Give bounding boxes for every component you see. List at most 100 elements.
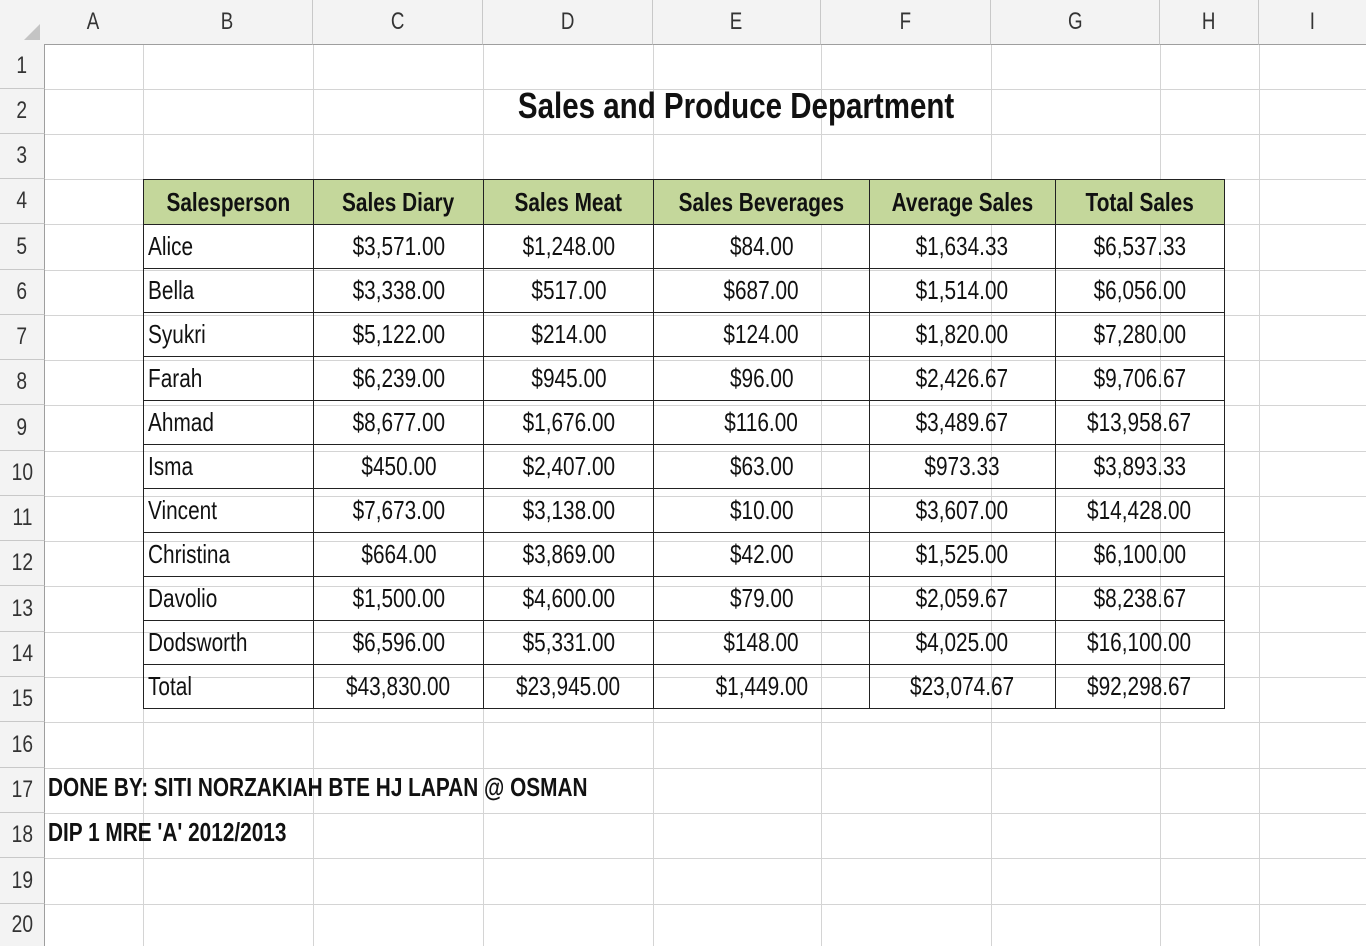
table-cell[interactable]: $1,514.00: [868, 268, 1056, 313]
table-cell[interactable]: $664.00: [313, 532, 484, 577]
row-header-4[interactable]: 4: [0, 179, 45, 224]
table-cell[interactable]: $96.00: [653, 356, 870, 401]
header-cell-sales-meat[interactable]: Sales Meat: [483, 179, 654, 225]
table-cell[interactable]: $6,239.00: [313, 356, 484, 401]
table-cell[interactable]: $42.00: [653, 532, 870, 577]
table-cell[interactable]: $16,100.00: [1054, 620, 1225, 665]
column-header-f[interactable]: F: [821, 0, 991, 45]
column-header-c[interactable]: C: [313, 0, 483, 45]
table-cell[interactable]: $3,571.00: [313, 224, 484, 269]
table-cell[interactable]: Ahmad: [143, 400, 314, 445]
table-cell[interactable]: $3,489.67: [868, 400, 1056, 445]
table-cell[interactable]: $1,248.00: [483, 224, 654, 269]
table-cell[interactable]: $8,677.00: [313, 400, 484, 445]
column-header-h[interactable]: H: [1160, 0, 1259, 45]
table-cell[interactable]: $23,945.00: [483, 664, 654, 709]
table-cell[interactable]: $148.00: [653, 620, 870, 665]
row-header-10[interactable]: 10: [0, 451, 45, 496]
table-cell[interactable]: $6,537.33: [1054, 224, 1225, 269]
table-cell[interactable]: $3,338.00: [313, 268, 484, 313]
row-header-15[interactable]: 15: [0, 677, 45, 722]
table-cell[interactable]: $687.00: [653, 268, 870, 313]
class-cell[interactable]: DIP 1 MRE 'A' 2012/2013: [48, 817, 287, 847]
done-by-cell[interactable]: DONE BY: SITI NORZAKIAH BTE HJ LAPAN @ O…: [48, 772, 588, 802]
table-cell[interactable]: $23,074.67: [868, 664, 1056, 709]
column-header-g[interactable]: G: [991, 0, 1160, 45]
column-header-e[interactable]: E: [653, 0, 821, 45]
row-header-16[interactable]: 16: [0, 722, 45, 768]
table-cell[interactable]: Farah: [143, 356, 314, 401]
table-cell[interactable]: $3,607.00: [868, 488, 1056, 533]
table-cell[interactable]: $4,025.00: [868, 620, 1056, 665]
table-cell[interactable]: $116.00: [653, 400, 870, 445]
row-header-2[interactable]: 2: [0, 89, 45, 134]
header-cell-sales-beverages[interactable]: Sales Beverages: [653, 179, 870, 225]
table-cell[interactable]: $6,596.00: [313, 620, 484, 665]
sheet-title[interactable]: Sales and Produce Department: [517, 85, 955, 126]
table-cell[interactable]: $92,298.67: [1054, 664, 1225, 709]
table-cell[interactable]: $124.00: [653, 312, 870, 357]
table-cell[interactable]: $8,238.67: [1054, 576, 1225, 621]
row-header-18[interactable]: 18: [0, 813, 45, 858]
table-cell[interactable]: $1,820.00: [868, 312, 1056, 357]
select-all-button[interactable]: [0, 0, 45, 45]
table-cell[interactable]: $1,500.00: [313, 576, 484, 621]
table-cell[interactable]: $2,407.00: [483, 444, 654, 489]
table-cell[interactable]: Total: [143, 664, 314, 709]
row-header-8[interactable]: 8: [0, 360, 45, 405]
row-header-12[interactable]: 12: [0, 541, 45, 586]
table-cell[interactable]: Dodsworth: [143, 620, 314, 665]
table-cell[interactable]: $43,830.00: [313, 664, 484, 709]
table-cell[interactable]: $1,634.33: [868, 224, 1056, 269]
table-cell[interactable]: $79.00: [653, 576, 870, 621]
header-cell-total-sales[interactable]: Total Sales: [1054, 179, 1225, 225]
table-cell[interactable]: $13,958.67: [1054, 400, 1225, 445]
table-cell[interactable]: $2,426.67: [868, 356, 1056, 401]
row-header-14[interactable]: 14: [0, 632, 45, 677]
header-cell-sales-diary[interactable]: Sales Diary: [313, 179, 484, 225]
table-cell[interactable]: Vincent: [143, 488, 314, 533]
table-cell[interactable]: $6,056.00: [1054, 268, 1225, 313]
table-cell[interactable]: $7,673.00: [313, 488, 484, 533]
table-cell[interactable]: $517.00: [483, 268, 654, 313]
header-cell-average-sales[interactable]: Average Sales: [868, 179, 1056, 225]
row-header-6[interactable]: 6: [0, 270, 45, 315]
row-header-1[interactable]: 1: [0, 44, 45, 89]
table-cell[interactable]: $3,893.33: [1054, 444, 1225, 489]
row-header-7[interactable]: 7: [0, 315, 45, 360]
table-cell[interactable]: $14,428.00: [1054, 488, 1225, 533]
table-cell[interactable]: Isma: [143, 444, 314, 489]
table-cell[interactable]: $9,706.67: [1054, 356, 1225, 401]
table-cell[interactable]: $1,525.00: [868, 532, 1056, 577]
table-cell[interactable]: $5,331.00: [483, 620, 654, 665]
row-header-9[interactable]: 9: [0, 405, 45, 451]
table-cell[interactable]: $2,059.67: [868, 576, 1056, 621]
column-header-d[interactable]: D: [483, 0, 653, 45]
table-cell[interactable]: Davolio: [143, 576, 314, 621]
table-cell[interactable]: $3,869.00: [483, 532, 654, 577]
row-header-19[interactable]: 19: [0, 858, 45, 904]
table-cell[interactable]: $10.00: [653, 488, 870, 533]
header-cell-salesperson[interactable]: Salesperson: [143, 179, 314, 225]
table-cell[interactable]: $945.00: [483, 356, 654, 401]
column-header-i[interactable]: I: [1259, 0, 1366, 45]
row-header-5[interactable]: 5: [0, 224, 45, 270]
table-cell[interactable]: $4,600.00: [483, 576, 654, 621]
table-cell[interactable]: $6,100.00: [1054, 532, 1225, 577]
column-header-b[interactable]: B: [143, 0, 313, 45]
table-cell[interactable]: $214.00: [483, 312, 654, 357]
table-cell[interactable]: $1,676.00: [483, 400, 654, 445]
table-cell[interactable]: $63.00: [653, 444, 870, 489]
row-header-17[interactable]: 17: [0, 768, 45, 813]
row-header-3[interactable]: 3: [0, 134, 45, 179]
table-cell[interactable]: $84.00: [653, 224, 870, 269]
table-cell[interactable]: $5,122.00: [313, 312, 484, 357]
row-header-11[interactable]: 11: [0, 496, 45, 541]
column-header-a[interactable]: A: [44, 0, 144, 45]
table-cell[interactable]: $973.33: [868, 444, 1056, 489]
table-cell[interactable]: Christina: [143, 532, 314, 577]
table-cell[interactable]: $1,449.00: [653, 664, 870, 709]
table-cell[interactable]: Bella: [143, 268, 314, 313]
table-cell[interactable]: Syukri: [143, 312, 314, 357]
